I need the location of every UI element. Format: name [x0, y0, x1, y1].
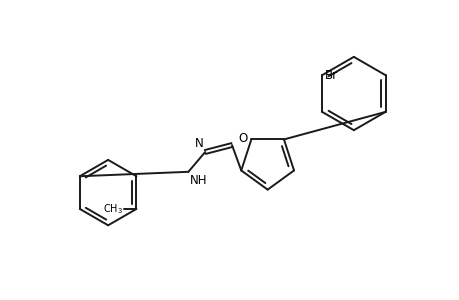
Text: N: N	[194, 137, 203, 150]
Text: CH$_3$: CH$_3$	[102, 202, 122, 216]
Text: O: O	[238, 132, 247, 145]
Text: NH: NH	[189, 174, 207, 187]
Text: Br: Br	[325, 69, 337, 82]
